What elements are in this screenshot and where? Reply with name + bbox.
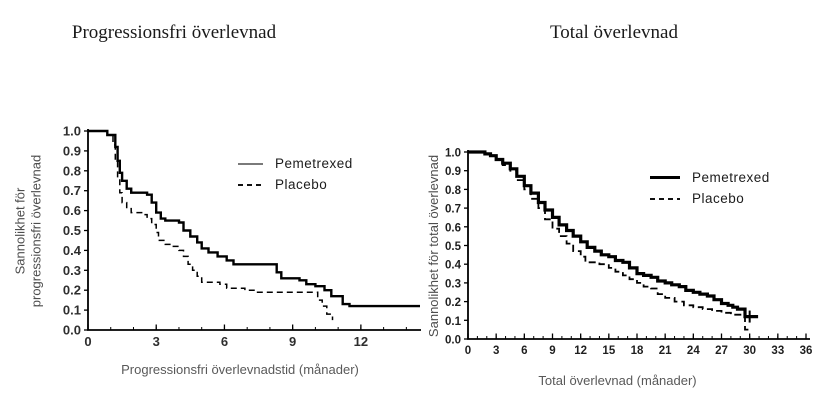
y-axis: 1.0 0.9 0.8 0.7 0.6 0.5 0.4 0.3 0.2 0.1 0.0 <box>445 148 468 347</box>
solid-line-icon <box>238 162 263 165</box>
y-tick-label: 0.9 <box>445 166 461 178</box>
legend-item-placebo: Placebo <box>650 188 770 209</box>
y-tick-label: 0.5 <box>63 223 81 238</box>
right-legend: Pemetrexed Placebo <box>650 167 770 209</box>
x-tick-label: 18 <box>631 345 644 357</box>
y-tick-label: 0.0 <box>63 323 81 338</box>
right-y-axis-label: Sannolikhet för total överlevnad <box>426 155 442 337</box>
dashed-line-icon <box>650 197 680 200</box>
left-y-axis-label: Sannolikhet för progressionsfri överlevn… <box>12 155 43 307</box>
x-tick-label: 15 <box>602 345 615 357</box>
y-tick-label: 0.1 <box>63 303 81 318</box>
x-axis: 0 3 6 9 12 15 18 21 24 27 30 33 36 <box>465 333 813 357</box>
x-tick-label: 6 <box>221 334 228 349</box>
left-y-axis-label-line2: progressionsfri överlevnad <box>28 154 43 308</box>
y-tick-label: 0.8 <box>445 185 462 197</box>
legend-item-placebo: Placebo <box>238 174 353 195</box>
left-x-axis-label: Progressionsfri överlevnadstid (månader) <box>121 362 359 377</box>
x-tick-label: 3 <box>153 334 160 349</box>
x-tick-label: 30 <box>743 345 756 357</box>
y-tick-label: 0.6 <box>445 222 461 234</box>
solid-line-icon <box>650 176 680 179</box>
legend-item-pemetrexed: Pemetrexed <box>238 153 353 174</box>
legend-item-pemetrexed: Pemetrexed <box>650 167 770 188</box>
x-tick-label: 0 <box>84 334 91 349</box>
y-axis: 1.0 0.9 0.8 0.7 0.6 0.5 0.4 0.3 0.2 0.1 0.0 <box>63 124 88 338</box>
series-pemetrexed-curve <box>88 129 420 308</box>
right-x-axis-label: Total överlevnad (månader) <box>538 373 697 388</box>
y-tick-label: 0.7 <box>445 204 461 216</box>
y-tick-label: 0.2 <box>445 297 461 309</box>
chart-1: 1.00.90.80.70.60.50.40.30.20.10.00 3 6 9 12 1… <box>445 148 812 358</box>
series-placebo-curve <box>88 130 334 321</box>
x-axis: 0 3 6 9 12 <box>84 324 368 349</box>
chart-0: 1.0 0.9 0.8 0.7 0.6 0.5 0.4 0.3 0.2 0.1 0.00 3 6 9 12 <box>63 124 421 349</box>
y-tick-label: 0.7 <box>63 183 81 198</box>
legend-label-placebo: Placebo <box>692 191 745 206</box>
x-tick-label: 12 <box>354 334 368 349</box>
x-tick-label: 24 <box>687 345 700 357</box>
right-y-axis-label-line1: Sannolikhet för total överlevnad <box>426 154 442 338</box>
x-tick-label: 36 <box>800 345 813 357</box>
y-tick-label: 1.0 <box>445 148 461 160</box>
y-tick-label: 0.0 <box>445 335 461 347</box>
x-tick-label: 3 <box>493 345 499 357</box>
legend-label-placebo: Placebo <box>275 177 328 192</box>
y-tick-label: 0.5 <box>445 241 462 253</box>
x-tick-label: 6 <box>521 345 527 357</box>
series-placebo-curve <box>468 151 751 331</box>
y-tick-label: 0.3 <box>63 263 81 278</box>
right-chart-title: Total överlevnad <box>550 22 678 43</box>
y-tick-label: 0.9 <box>63 143 81 158</box>
legend-label-pemetrexed: Pemetrexed <box>275 156 353 171</box>
x-tick-label: 27 <box>715 345 728 357</box>
y-tick-label: 0.8 <box>63 163 81 178</box>
left-chart-title: Progressionsfri överlevnad <box>71 22 277 43</box>
y-tick-label: 0.2 <box>63 283 81 298</box>
series-pemetrexed-curve <box>468 150 759 319</box>
left-legend: Pemetrexed Placebo <box>238 153 353 195</box>
y-tick-label: 1.0 <box>63 124 81 139</box>
y-tick-label: 0.4 <box>445 260 462 272</box>
x-tick-label: 33 <box>771 345 784 357</box>
dashed-line-icon <box>238 183 263 186</box>
x-tick-label: 0 <box>465 345 471 357</box>
y-tick-label: 0.1 <box>445 316 462 328</box>
x-tick-label: 9 <box>289 334 296 349</box>
x-tick-label: 9 <box>549 345 555 357</box>
y-tick-label: 0.6 <box>63 203 81 218</box>
x-tick-label: 21 <box>659 345 672 357</box>
y-tick-label: 0.4 <box>63 243 82 258</box>
y-tick-label: 0.3 <box>445 278 461 290</box>
left-y-axis-label-line1: Sannolikhet för <box>12 187 28 275</box>
legend-label-pemetrexed: Pemetrexed <box>692 170 770 185</box>
x-tick-label: 12 <box>574 345 587 357</box>
